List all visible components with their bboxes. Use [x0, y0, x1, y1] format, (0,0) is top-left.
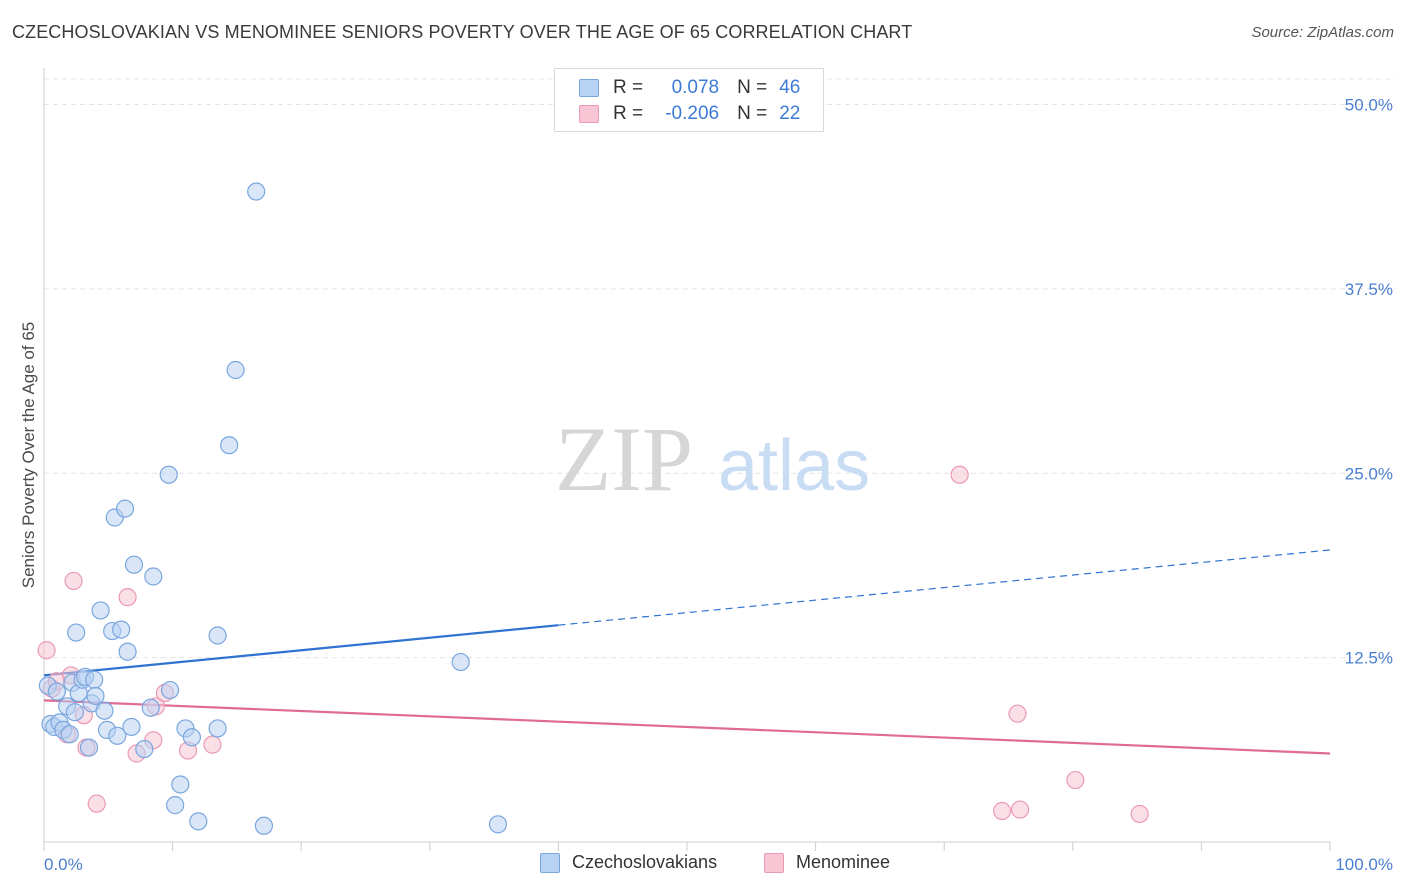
r-label: R =: [613, 77, 644, 98]
czechoslovakian-point: [108, 726, 127, 745]
x-tick-labels: 0.0% 100.0%: [44, 855, 1393, 874]
czechoslovakian-trend-line: [43, 624, 559, 677]
czechoslovakian-point: [254, 816, 274, 835]
czechoslovakian-point: [124, 555, 144, 574]
axes: [43, 68, 1331, 851]
n-label: N =: [737, 103, 768, 124]
legend-label: Czechoslovakians: [572, 852, 718, 872]
y-tick-label: 50.0%: [1345, 96, 1393, 115]
menominee-point: [37, 641, 56, 660]
n-label: N =: [737, 77, 768, 98]
czechoslovakian-point: [85, 670, 104, 689]
y-tick-label: 37.5%: [1345, 280, 1393, 299]
czechoslovakian-point: [65, 703, 84, 722]
menominee-point: [1130, 804, 1149, 824]
czechoslovakian-point: [208, 719, 227, 738]
x-tick-label: 100.0%: [1335, 855, 1393, 874]
czechoslovakian-point: [160, 680, 180, 700]
czechoslovakian-point: [144, 567, 163, 586]
menominee-point: [118, 588, 137, 607]
czechoslovakian-point: [166, 796, 185, 815]
y-axis-label: Seniors Poverty Over the Age of 65: [19, 322, 38, 588]
czechoslovakian-point: [451, 652, 470, 672]
pink-swatch: [764, 852, 784, 873]
czechoslovakian-point: [122, 717, 141, 737]
menominee-trend-line: [43, 699, 1331, 755]
czechoslovakian-point: [141, 698, 160, 717]
czechoslovakian-point: [91, 601, 110, 620]
czechoslovakian-point: [115, 499, 135, 518]
trend-lines: [43, 549, 1331, 755]
czechoslovakian-point: [118, 642, 137, 661]
blue-swatch: [540, 852, 560, 873]
pink-swatch: [579, 105, 599, 123]
data-points: [37, 182, 1149, 835]
legend-label: Menominee: [796, 852, 891, 872]
czechoslovakian-point: [47, 682, 66, 701]
czechoslovakian-point: [247, 182, 266, 201]
czechoslovakian-point: [208, 626, 227, 645]
czechoslovakian-point: [171, 775, 190, 794]
legend-item-czechoslovakians: Czechoslovakians: [540, 852, 717, 873]
czechoslovakian-point: [86, 686, 105, 706]
y-tick-label: 12.5%: [1345, 649, 1393, 668]
source-label: Source: ZipAtlas.com: [1251, 24, 1394, 41]
y-tick-label: 25.0%: [1345, 464, 1393, 483]
czechoslovakian-point: [135, 739, 154, 759]
legend-item-menominee: Menominee: [764, 852, 890, 873]
n-value: 22: [779, 103, 801, 124]
r-value: -0.206: [665, 103, 720, 124]
menominee-point: [992, 801, 1012, 821]
menominee-point: [1008, 704, 1027, 723]
czechoslovakian-point: [226, 360, 245, 380]
czechoslovakian-point: [60, 725, 79, 744]
czechoslovakian-point: [189, 812, 208, 831]
czechoslovakian-point: [488, 815, 508, 834]
watermark-zip: ZIP: [555, 408, 693, 510]
x-tick-label: 0.0%: [44, 855, 83, 874]
r-value: 0.078: [671, 77, 720, 98]
czechoslovakian-point: [67, 623, 86, 642]
blue-swatch: [579, 79, 599, 97]
menominee-point: [950, 465, 969, 484]
czechoslovakian-trend-extension: [558, 549, 1331, 626]
legend-row-menominee: R = -0.206 N = 22: [579, 101, 800, 127]
watermark-atlas: atlas: [718, 426, 870, 506]
grid-lines: [44, 78, 1395, 659]
menominee-point: [203, 735, 222, 754]
menominee-point: [64, 571, 83, 591]
chart-title: CZECHOSLOVAKIAN VS MENOMINEE SENIORS POV…: [12, 22, 913, 42]
legend-row-czechoslovakians: R = 0.078 N = 46: [579, 75, 800, 101]
r-label: R =: [613, 103, 644, 124]
menominee-point: [87, 794, 106, 813]
n-value: 46: [779, 77, 801, 98]
czechoslovakian-point: [112, 620, 131, 639]
czechoslovakian-point: [159, 465, 178, 484]
stats-legend: R = 0.078 N = 46 R = -0.206 N = 22: [554, 68, 824, 132]
menominee-point: [1066, 770, 1085, 790]
czechoslovakian-point: [182, 728, 201, 747]
czechoslovakian-point: [95, 701, 114, 720]
menominee-point: [1010, 800, 1030, 819]
y-tick-labels: 12.5% 25.0% 37.5% 50.0%: [1345, 96, 1393, 668]
czechoslovakian-point: [220, 436, 239, 455]
czechoslovakian-point: [79, 738, 99, 757]
